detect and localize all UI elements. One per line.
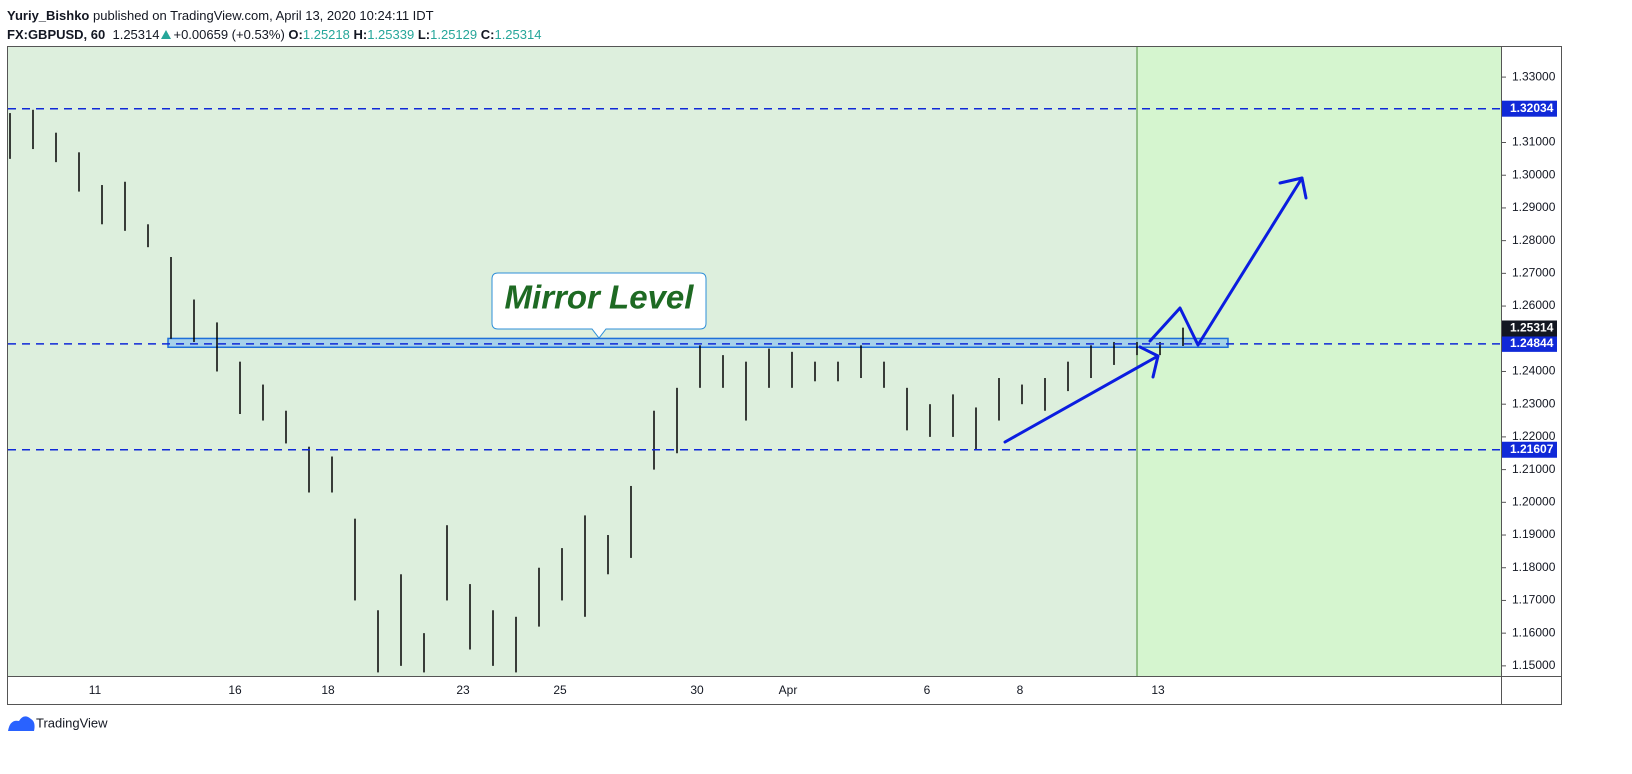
forecast-arrow <box>1148 176 1308 347</box>
y-tick-label: 1.22000 <box>1512 429 1556 443</box>
low: 1.25129 <box>430 27 478 42</box>
x-tick-label: 16 <box>228 683 242 697</box>
drawings <box>1003 176 1308 444</box>
level-label: 1.24844 <box>1510 336 1554 350</box>
x-tick-label: 13 <box>1151 683 1165 697</box>
x-tick-label: 11 <box>89 683 102 697</box>
y-tick-label: 1.15000 <box>1512 658 1556 672</box>
published: published on TradingView.com, April 13, … <box>93 8 434 23</box>
header: Yuriy_Bishko published on TradingView.co… <box>7 6 541 44</box>
y-tick-label: 1.17000 <box>1512 593 1556 607</box>
y-tick-label: 1.20000 <box>1512 494 1556 508</box>
up-icon <box>161 30 172 39</box>
annotation: Mirror Level <box>505 279 695 316</box>
y-tick-label: 1.31000 <box>1512 135 1556 149</box>
y-tick-label: 1.26000 <box>1512 298 1556 312</box>
author: Yuriy_Bishko <box>7 8 90 23</box>
level-tag <box>1502 441 1557 458</box>
low-label: L: <box>417 27 431 42</box>
x-tick-label: 23 <box>456 683 470 697</box>
price: 1.25314 <box>112 27 160 42</box>
level-label: 1.32034 <box>1510 101 1554 115</box>
plot-bg <box>8 47 1137 676</box>
level-label: 1.21607 <box>1510 442 1554 456</box>
y-tick-label: 1.16000 <box>1512 625 1556 639</box>
open-label: O: <box>288 27 303 42</box>
close: 1.25314 <box>494 27 542 42</box>
open: 1.25218 <box>302 27 350 42</box>
y-tick-label: 1.18000 <box>1512 560 1556 574</box>
symbol: FX:GBPUSD, 60 <box>7 27 106 42</box>
y-tick-label: 1.21000 <box>1512 462 1556 476</box>
frame <box>7 46 1562 705</box>
close-label: C: <box>480 27 495 42</box>
x-tick-label: 25 <box>553 683 567 697</box>
high-label: H: <box>353 27 368 42</box>
marks: 1.15000 1.16000 1.17000 1.18000 1.19000 1.200… <box>8 69 1557 697</box>
y-tick-label: 1.28000 <box>1512 233 1556 247</box>
last-price-label: 1.25314 <box>1510 321 1554 335</box>
quote-line: FX:GBPUSD, 60 1.25314 +0.00659 (+0.53%) O… <box>7 25 541 44</box>
y-tick-label: 1.30000 <box>1512 167 1556 181</box>
callout-box <box>491 272 707 339</box>
future-zone <box>1137 47 1501 676</box>
y-tick-label: 1.23000 <box>1512 396 1556 410</box>
publish-line: Yuriy_Bishko published on TradingView.co… <box>7 6 541 25</box>
x-tick-label: 8 <box>1017 683 1024 697</box>
high: 1.25339 <box>367 27 415 42</box>
change: +0.00659 (+0.53%) <box>173 27 285 42</box>
mirror-zone <box>167 337 1229 349</box>
y-tick-label: 1.24000 <box>1512 364 1556 378</box>
x-tick-label: 6 <box>924 683 931 697</box>
logo-icon <box>8 716 35 731</box>
x-tick-label: Apr <box>779 683 798 697</box>
x-tick-label: 30 <box>690 683 704 697</box>
y-tick-label: 1.29000 <box>1512 200 1556 214</box>
y-tick-label: 1.19000 <box>1512 527 1556 541</box>
brand: TradingView <box>36 715 108 730</box>
level-tag <box>1502 335 1557 352</box>
x-tick-label: 18 <box>321 683 335 697</box>
level-tag <box>1502 100 1557 117</box>
logo: TradingView <box>8 715 108 731</box>
y-tick-label: 1.33000 <box>1512 69 1556 83</box>
callout: Mirror Level <box>491 272 707 339</box>
y-tick-label: 1.27000 <box>1512 266 1556 280</box>
trend-arrow <box>1003 345 1160 444</box>
last-price-tag <box>1502 320 1557 337</box>
